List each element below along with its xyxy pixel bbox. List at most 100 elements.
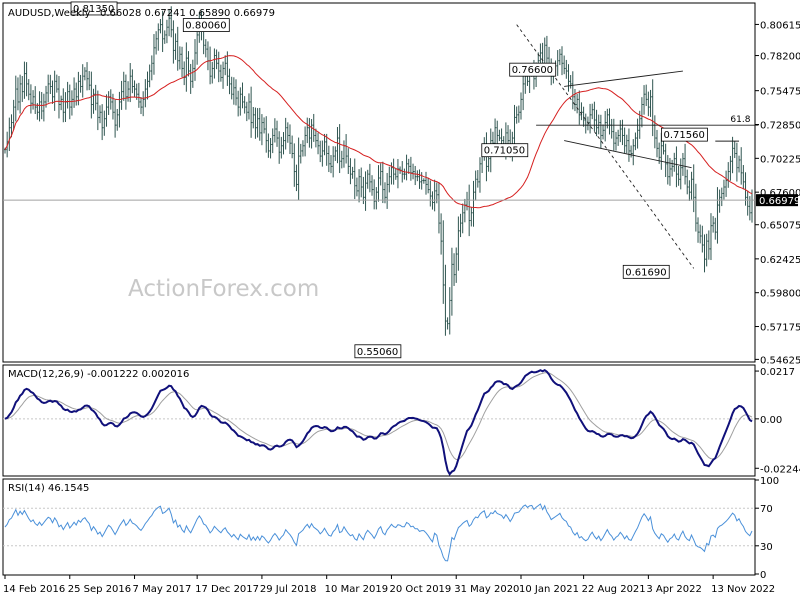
ohlc-bar: [34, 86, 37, 114]
ohlc-bar: [671, 159, 674, 177]
ohlc-bar: [364, 171, 367, 211]
ohlc-bar: [288, 124, 291, 155]
ohlc-bar: [362, 176, 365, 205]
ohlc-bar: [474, 170, 477, 201]
macd-tick-label: 0.0217: [760, 367, 795, 378]
chart-header-ohlc: 0.66028 0.67241 0.65890 0.66979: [100, 8, 275, 19]
x-tick-label: 14 Feb 2016: [3, 584, 65, 595]
ohlc-bar: [314, 128, 317, 148]
ohlc-bar: [137, 82, 140, 108]
ohlc-bar: [247, 93, 250, 120]
ohlc-bar: [271, 128, 274, 154]
ohlc-bar: [250, 86, 253, 138]
ohlc-bar: [232, 77, 235, 105]
ohlc-bar: [563, 55, 566, 75]
ohlc-bar: [101, 104, 104, 141]
ohlc-bar: [634, 132, 637, 151]
y-tick-label: 0.75475: [760, 87, 800, 98]
ohlc-bar: [589, 103, 592, 134]
ohlc-bar: [70, 90, 73, 116]
ohlc-bar: [731, 136, 734, 174]
price-label: 0.71050: [484, 146, 525, 157]
ohlc-bar: [692, 164, 695, 213]
ohlc-bar: [396, 159, 399, 189]
ohlc-bar: [377, 165, 380, 202]
macd-line: [4, 369, 753, 476]
y-tick-label: 0.78200: [760, 52, 800, 63]
ohlc-bar: [627, 128, 630, 162]
ohlc-bar: [595, 109, 598, 137]
ohlc-bar: [459, 213, 462, 238]
ohlc-bar: [355, 177, 358, 197]
ohlc-bar: [388, 166, 391, 193]
ohlc-bar: [252, 107, 255, 129]
price-label-box: [622, 264, 670, 279]
price-label: 0.81350: [73, 4, 114, 15]
ohlc-bar: [226, 51, 229, 86]
ohlc-bar: [440, 213, 443, 255]
trend-line: [564, 140, 692, 169]
ohlc-bar: [565, 59, 568, 79]
price-labels: 0.81350 0.80060 0.76600 0.71050 0.71560 0.616…: [70, 1, 708, 359]
y-tick-label: 0.62425: [760, 255, 800, 266]
ohlc-bar: [185, 42, 188, 92]
ohlc-bar: [241, 82, 244, 109]
price-label-box: [509, 62, 557, 77]
macd-panel-frame: [2, 364, 756, 477]
ohlc-bar: [96, 90, 99, 131]
ohlc-bar: [228, 68, 231, 95]
ohlc-bar: [330, 155, 333, 174]
ohlc-bar: [122, 71, 125, 101]
ohlc-bar: [619, 120, 622, 143]
ohlc-bar: [705, 233, 708, 267]
ohlc-bar: [416, 170, 419, 182]
ohlc-bar: [133, 80, 136, 98]
ohlc-bar: [114, 99, 117, 138]
ohlc-bar: [412, 163, 415, 180]
ohlc-bar: [632, 139, 635, 166]
x-tick-label: 7 May 2017: [133, 584, 192, 595]
ohlc-bar: [230, 76, 233, 100]
ohlc-bar: [358, 169, 361, 203]
ohlc-bar: [567, 64, 570, 92]
y-tick-label: 0.80615: [760, 20, 800, 31]
ohlc-bar: [73, 77, 76, 108]
ohlc-bar: [155, 31, 158, 55]
ohlc-bar: [405, 154, 408, 181]
ohlc-bar: [522, 73, 525, 111]
ohlc-bar: [394, 168, 397, 180]
x-tick-label: 13 Nov 2022: [711, 584, 775, 595]
ohlc-bar: [612, 118, 615, 151]
ohlc-bar: [448, 287, 451, 335]
ohlc-bar: [282, 132, 285, 155]
ohlc-bar: [414, 165, 417, 186]
ohlc-bar: [453, 253, 456, 286]
x-axis: 14 Feb 2016 25 Sep 2016 7 May 2017 17 Dec 2…: [3, 575, 775, 595]
rsi-tick-label: 30: [760, 542, 773, 553]
ohlc-bar: [677, 165, 680, 186]
ohlc-bar: [163, 30, 166, 44]
ohlc-bar: [172, 20, 175, 64]
ohlc-bar: [640, 97, 643, 128]
ohlc-bar: [476, 170, 479, 188]
ohlc-bar: [381, 161, 384, 204]
chart-header-symbol: AUDUSD,Weekly: [8, 8, 91, 19]
ohlc-bar: [150, 55, 153, 81]
ohlc-bar: [496, 120, 499, 147]
ohlc-bar: [599, 114, 602, 149]
ohlc-bar: [269, 138, 272, 159]
price-label-box: [661, 127, 708, 142]
ohlc-bar: [623, 127, 626, 153]
macd-panel: 0.0217 0.00 -0.022445: [3, 367, 800, 476]
ohlc-bar: [55, 74, 58, 93]
ohlc-bar: [349, 158, 352, 185]
ohlc-bar: [614, 131, 617, 151]
ohlc-bar: [60, 95, 63, 111]
ohlc-bar: [701, 225, 704, 253]
x-tick-label: 10 Jan 2021: [519, 584, 579, 595]
ohlc-bar: [148, 64, 151, 88]
ohlc-bar: [379, 163, 382, 186]
price-label: 0.71560: [663, 130, 704, 141]
ohlc-bar: [29, 84, 32, 114]
ohlc-bar: [617, 129, 620, 146]
